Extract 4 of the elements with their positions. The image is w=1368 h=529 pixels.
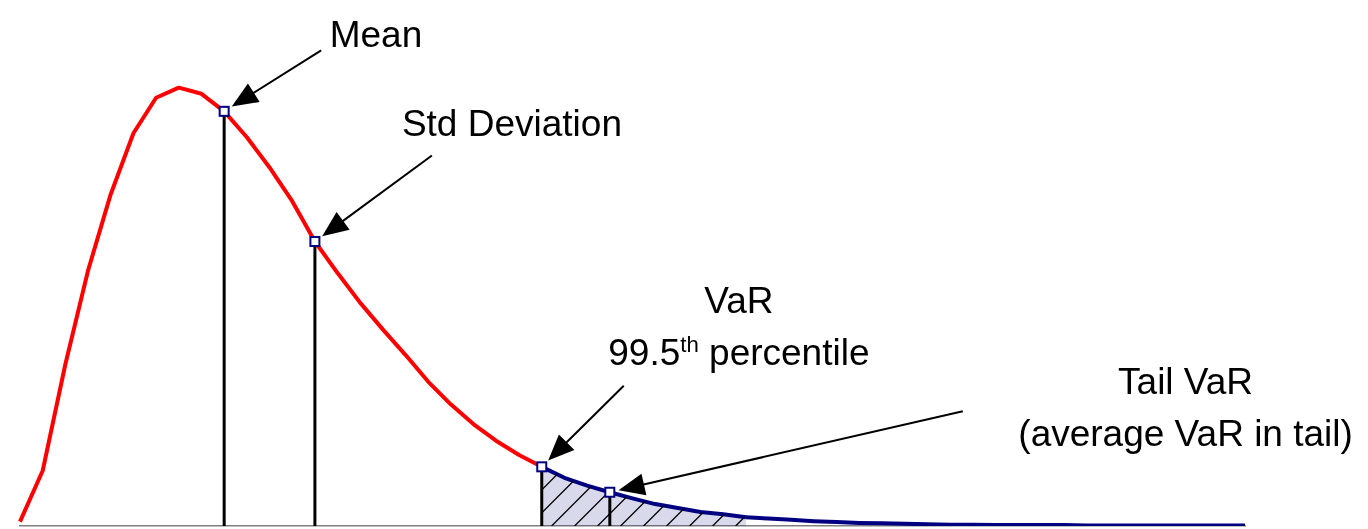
annotation: Tail VaR (average VaR in tail): [1018, 360, 1353, 457]
text: Mean: [329, 13, 423, 58]
annotation: VaR 99.5$^{th}$ percentile: [608, 278, 870, 375]
annotation: Std Deviation: [401, 101, 622, 146]
